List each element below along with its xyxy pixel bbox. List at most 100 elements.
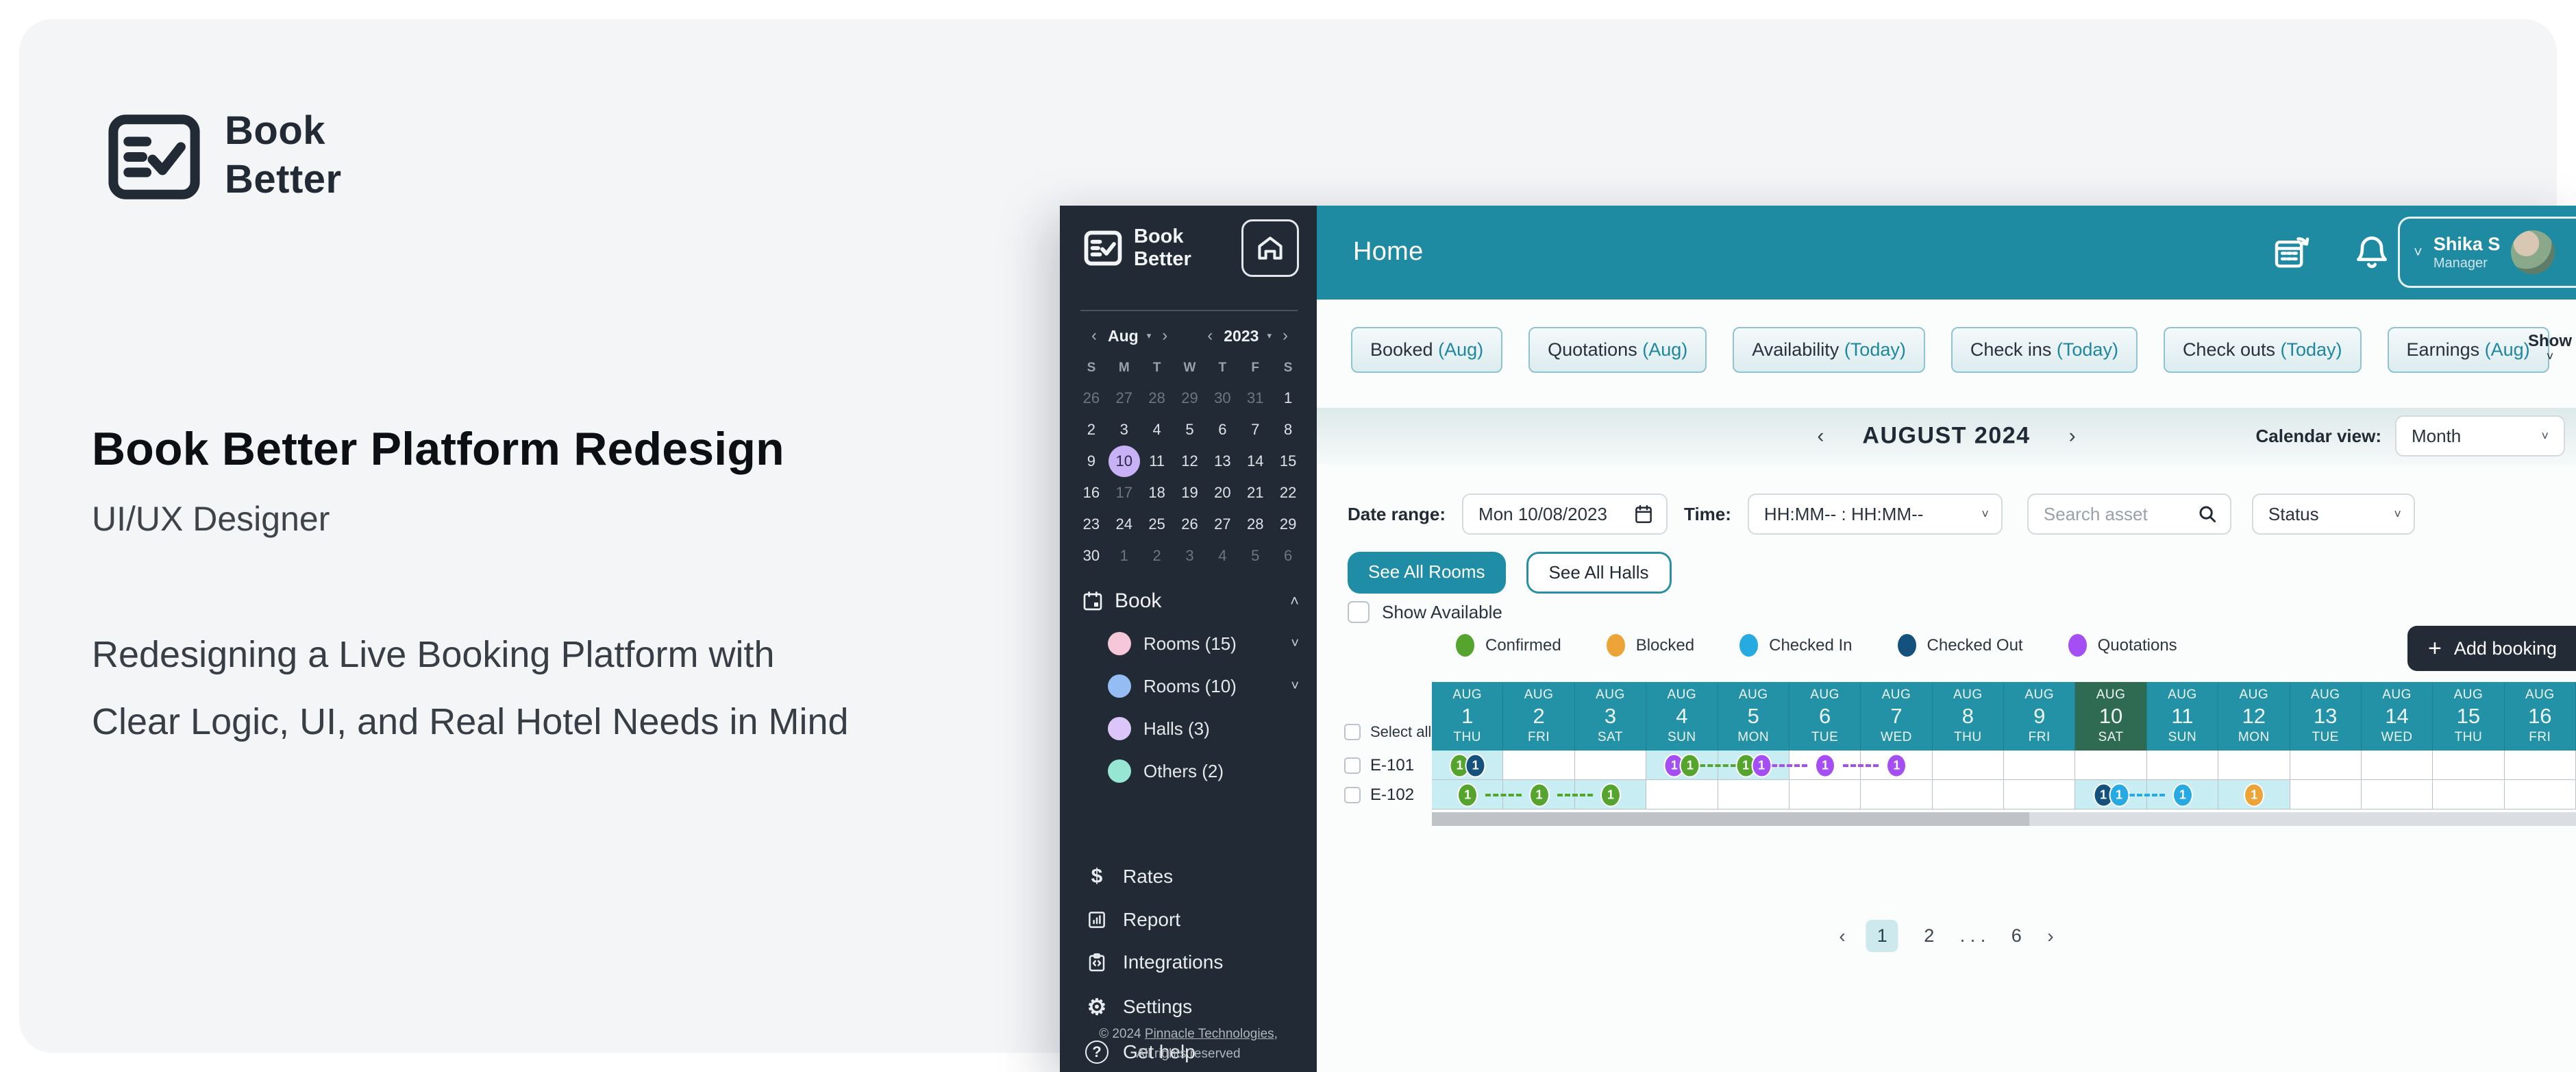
pagination-page-[interactable]: . . . xyxy=(1959,925,1986,946)
mini-cal-day[interactable]: 7 xyxy=(1251,421,1260,438)
grid-cell[interactable] xyxy=(2433,751,2505,780)
mini-cal-day[interactable]: 20 xyxy=(1214,484,1231,501)
select-all-checkbox[interactable] xyxy=(1344,724,1361,740)
grid-cell[interactable] xyxy=(2290,751,2362,780)
booking-badge-green[interactable]: 1 xyxy=(1600,783,1621,807)
mini-cal-day[interactable]: 5 xyxy=(1251,547,1260,564)
mini-cal-day[interactable]: 15 xyxy=(1279,452,1297,470)
mini-cal-day[interactable]: 19 xyxy=(1181,484,1198,501)
mini-cal-day[interactable]: 30 xyxy=(1214,389,1231,406)
pagination-prev[interactable]: ‹ xyxy=(1839,925,1846,947)
sidebar-item-others-2-[interactable]: Others (2) xyxy=(1082,759,1299,783)
stat-button-booked[interactable]: Booked (Aug) xyxy=(1351,327,1503,373)
mini-cal-day[interactable]: 26 xyxy=(1082,389,1100,406)
grid-cell[interactable] xyxy=(1932,780,2004,809)
see-all-rooms-button[interactable]: See All Rooms xyxy=(1348,552,1506,594)
mini-cal-day[interactable]: 12 xyxy=(1181,452,1198,470)
mini-cal-prev-month[interactable]: ‹ xyxy=(1091,326,1098,345)
mini-cal-day[interactable]: 1 xyxy=(1283,389,1293,406)
mini-cal-day[interactable]: 4 xyxy=(1152,421,1161,438)
booking-badge-purple[interactable]: 1 xyxy=(1751,753,1772,777)
pagination-page-2[interactable]: 2 xyxy=(1924,925,1935,946)
profile-menu[interactable]: ˅ Shika S Manager xyxy=(2398,217,2576,288)
mini-cal-year[interactable]: 2023 xyxy=(1224,326,1259,345)
mini-cal-day[interactable]: 25 xyxy=(1148,515,1165,533)
mini-cal-day[interactable]: 6 xyxy=(1218,421,1227,438)
stat-button-quotations[interactable]: Quotations (Aug) xyxy=(1528,327,1707,373)
mini-cal-day[interactable]: 14 xyxy=(1246,452,1264,470)
booking-badges[interactable]: 1 xyxy=(1457,783,1478,807)
home-button[interactable] xyxy=(1241,219,1299,277)
grid-cell[interactable] xyxy=(2004,780,2076,809)
mini-cal-day[interactable]: 27 xyxy=(1115,389,1133,406)
calendar-view-select[interactable]: Month ˅ xyxy=(2395,415,2565,456)
sidebar-item-report[interactable]: Report xyxy=(1085,909,1299,931)
chevron-down-icon[interactable]: ˅ xyxy=(1291,678,1299,694)
stat-button-availability[interactable]: Availability (Today) xyxy=(1733,327,1925,373)
show-available-checkbox[interactable] xyxy=(1348,601,1370,623)
mini-cal-day[interactable]: 27 xyxy=(1214,515,1231,533)
mini-cal-next-month[interactable]: › xyxy=(1162,326,1168,345)
mini-cal-day[interactable]: 9 xyxy=(1087,452,1096,470)
sidebar-item-settings[interactable]: ⚙ Settings xyxy=(1085,994,1299,1020)
mini-cal-day[interactable]: 1 xyxy=(1119,547,1128,564)
grid-cell[interactable] xyxy=(2504,751,2576,780)
pagination-page-6[interactable]: 6 xyxy=(2011,925,2022,946)
notifications-bell-icon[interactable] xyxy=(2353,232,2391,270)
booking-badge-green[interactable]: 1 xyxy=(1679,753,1700,777)
booking-badges[interactable]: 1 xyxy=(1600,783,1621,807)
mini-cal-day[interactable]: 4 xyxy=(1218,547,1227,564)
pagination-page-1[interactable]: 1 xyxy=(1866,920,1898,952)
mini-cal-day[interactable]: 22 xyxy=(1279,484,1297,501)
booking-badge-orange[interactable]: 1 xyxy=(2244,783,2265,807)
grid-cell[interactable] xyxy=(1789,780,1861,809)
mini-cal-prev-year[interactable]: ‹ xyxy=(1207,326,1213,345)
booking-badges[interactable]: 1 xyxy=(1886,753,1907,777)
date-range-input[interactable]: Mon 10/08/2023 xyxy=(1462,494,1668,535)
prev-month-button[interactable]: ‹ xyxy=(1817,424,1824,447)
grid-cell[interactable] xyxy=(2075,751,2147,780)
booking-badge-green[interactable]: 1 xyxy=(1457,783,1478,807)
mini-cal-day[interactable]: 6 xyxy=(1283,547,1293,564)
booking-badges[interactable]: 1 xyxy=(2172,783,2193,807)
mini-cal-day[interactable]: 13 xyxy=(1214,452,1231,470)
mini-cal-day[interactable]: 11 xyxy=(1149,452,1165,470)
stat-button-earnings[interactable]: Earnings (Aug) xyxy=(2387,327,2549,373)
chevron-up-icon[interactable]: ˄ xyxy=(1290,592,1299,609)
booking-badges[interactable]: 1 xyxy=(1815,753,1836,777)
mini-cal-day[interactable]: 2 xyxy=(1152,547,1161,564)
mini-cal-day[interactable]: 24 xyxy=(1115,515,1133,533)
grid-cell[interactable] xyxy=(2361,751,2433,780)
mini-cal-day[interactable]: 2 xyxy=(1087,421,1096,438)
booking-badge-green[interactable]: 1 xyxy=(1528,783,1550,807)
grid-cell[interactable] xyxy=(2361,780,2433,809)
booking-badge-purple[interactable]: 1 xyxy=(1815,753,1836,777)
booking-badge-darkblue[interactable]: 1 xyxy=(1465,753,1486,777)
mini-cal-day[interactable]: 30 xyxy=(1082,547,1100,564)
booking-badge-purple[interactable]: 1 xyxy=(1886,753,1907,777)
sidebar-item-get-help[interactable]: ? Get help xyxy=(1085,1040,1299,1064)
mini-cal-day[interactable]: 31 xyxy=(1246,389,1264,406)
sidebar-item-rates[interactable]: $ Rates xyxy=(1085,865,1299,888)
status-select[interactable]: Status ˅ xyxy=(2251,494,2415,535)
grid-cell[interactable] xyxy=(1574,751,1647,780)
mini-cal-day[interactable]: 29 xyxy=(1279,515,1297,533)
grid-cell[interactable] xyxy=(2218,751,2290,780)
mini-cal-next-year[interactable]: › xyxy=(1282,326,1288,345)
grid-cell[interactable] xyxy=(2504,780,2576,809)
mini-cal-day[interactable]: 10 xyxy=(1108,447,1141,476)
next-month-button[interactable]: › xyxy=(2068,424,2076,447)
mini-cal-day[interactable]: 23 xyxy=(1082,515,1100,533)
see-all-halls-button[interactable]: See All Halls xyxy=(1526,552,1672,594)
grid-cell[interactable] xyxy=(1503,751,1575,780)
mini-cal-day[interactable]: 3 xyxy=(1119,421,1128,438)
mini-cal-day[interactable]: 18 xyxy=(1148,484,1165,501)
mini-cal-day[interactable]: 16 xyxy=(1082,484,1100,501)
grid-cell[interactable] xyxy=(1861,780,1933,809)
time-select[interactable]: HH:MM-- : HH:MM-- ˅ xyxy=(1747,494,2003,535)
booking-badge-lightblue[interactable]: 1 xyxy=(2109,783,2130,807)
mini-cal-day[interactable]: 3 xyxy=(1185,547,1194,564)
